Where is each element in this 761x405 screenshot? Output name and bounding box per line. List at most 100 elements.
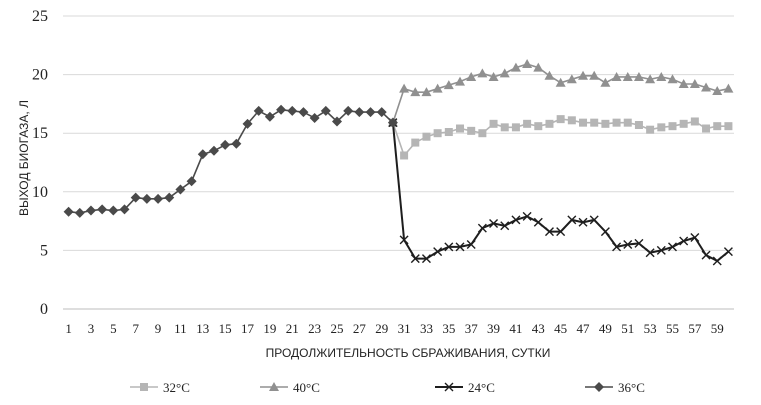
x-tick-label: 9 — [155, 321, 162, 336]
data-point-cross — [600, 227, 610, 237]
legend-item: 24°C — [435, 380, 495, 395]
data-point-diamond — [74, 207, 85, 218]
data-point-cross — [701, 250, 711, 260]
data-point-triangle — [399, 83, 410, 93]
data-point-cross — [645, 248, 655, 258]
data-point-triangle — [544, 70, 555, 80]
series-24CC — [388, 118, 733, 266]
data-point-diamond — [97, 204, 108, 215]
legend-item: 32°C — [130, 380, 190, 395]
data-point-cross — [455, 242, 465, 252]
gridlines — [63, 15, 734, 310]
data-point-square — [444, 128, 453, 137]
data-point-diamond — [197, 149, 208, 160]
data-point-square — [612, 118, 621, 127]
data-point-square — [400, 151, 409, 160]
data-point-triangle — [443, 80, 454, 90]
data-point-diamond — [85, 205, 96, 216]
data-point-square — [523, 119, 532, 128]
data-point-cross — [623, 240, 633, 250]
x-tick-label: 7 — [132, 321, 139, 336]
x-tick-label: 5 — [110, 321, 117, 336]
data-point-diamond — [119, 204, 130, 215]
y-axis-ticks: 0 5 10 15 20 25 — [32, 8, 48, 318]
x-tick-label: 35 — [442, 321, 455, 336]
x-tick-label: 37 — [465, 321, 479, 336]
data-point-triangle — [701, 82, 712, 92]
data-point-square — [422, 132, 431, 141]
data-point-cross — [433, 247, 443, 257]
data-point-diamond — [365, 107, 376, 118]
data-point-diamond — [231, 138, 242, 149]
data-point-square — [713, 122, 722, 131]
data-point-diamond — [331, 116, 342, 127]
data-point-diamond — [220, 139, 231, 150]
data-point-diamond — [186, 176, 197, 187]
series-36CC — [63, 104, 398, 218]
x-axis: 1 3 5 7 9 11 13 15 17 19 21 23 25 27 29 31 33 35 37 39 41 43 4… — [65, 321, 723, 336]
data-point-square — [467, 126, 476, 135]
legend-item: 36°C — [585, 380, 645, 395]
data-point-diamond — [298, 107, 309, 118]
data-point-diamond — [276, 104, 287, 115]
data-point-triangle — [466, 71, 477, 81]
data-point-square — [668, 122, 677, 131]
data-point-diamond — [208, 145, 219, 156]
x-tick-label: 51 — [621, 321, 634, 336]
data-point-triangle — [589, 70, 600, 80]
legend-label: 32°C — [163, 380, 190, 395]
data-point-cross — [634, 238, 644, 248]
x-tick-label: 55 — [666, 321, 679, 336]
legend: 32°C 40°C 24°C 36°C — [130, 380, 645, 395]
data-point-triangle — [522, 59, 533, 69]
data-point-square — [545, 119, 554, 128]
legend-label: 40°C — [293, 380, 320, 395]
x-tick-label: 53 — [644, 321, 657, 336]
data-point-triangle — [611, 71, 622, 81]
data-point-triangle — [499, 68, 510, 78]
data-point-cross — [567, 215, 577, 225]
data-point-square — [702, 124, 711, 133]
data-point-cross — [690, 233, 700, 243]
data-point-diamond — [387, 117, 398, 128]
data-point-diamond — [343, 105, 354, 116]
data-point-triangle — [633, 71, 644, 81]
x-tick-label: 47 — [577, 321, 591, 336]
data-point-diamond — [242, 118, 253, 129]
data-point-triangle — [533, 62, 544, 72]
data-point-cross — [522, 211, 532, 221]
data-point-cross — [612, 242, 622, 252]
data-point-triangle — [455, 76, 466, 86]
data-point-diamond — [309, 112, 320, 123]
data-point-cross — [589, 215, 599, 225]
data-point-cross — [578, 217, 588, 227]
data-point-diamond — [164, 192, 175, 203]
y-tick-label: 5 — [40, 242, 48, 259]
x-tick-label: 11 — [174, 321, 187, 336]
legend-label: 36°C — [618, 380, 645, 395]
data-point-triangle — [477, 68, 488, 78]
data-point-triangle — [410, 87, 421, 97]
data-point-square — [511, 123, 520, 132]
x-tick-label: 23 — [308, 321, 321, 336]
data-point-square — [500, 123, 509, 132]
data-point-triangle — [667, 74, 678, 84]
data-point-triangle — [656, 71, 667, 81]
data-point-square — [646, 125, 655, 134]
data-point-square — [579, 118, 588, 127]
data-point-cross — [556, 227, 566, 237]
x-tick-label: 59 — [711, 321, 724, 336]
data-point-diamond — [141, 193, 152, 204]
x-tick-label: 1 — [65, 321, 72, 336]
x-tick-label: 3 — [88, 321, 95, 336]
series-line — [392, 63, 729, 123]
data-point-triangle — [645, 74, 656, 84]
x-tick-label: 43 — [532, 321, 545, 336]
x-tick-label: 33 — [420, 321, 433, 336]
x-tick-label: 15 — [219, 321, 232, 336]
y-axis-label: ВЫХОД БИОГАЗА, Л — [17, 100, 31, 216]
series-layer — [63, 59, 734, 266]
x-axis-label: ПРОДОЛЖИТЕЛЬНОСТЬ СБРАЖИВАНИЯ, СУТКИ — [266, 346, 551, 360]
data-point-triangle — [678, 78, 689, 88]
